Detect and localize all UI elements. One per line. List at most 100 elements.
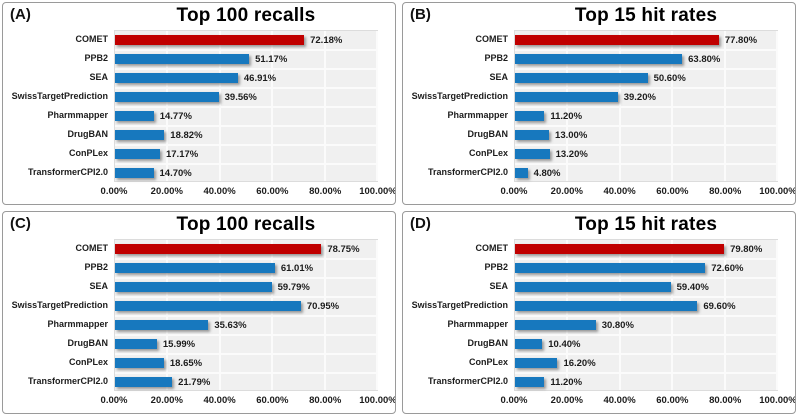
x-tick-label: 80.00%: [309, 186, 342, 197]
bar-row: 46.91%: [115, 69, 377, 88]
x-tick-label: 100.00%: [359, 395, 396, 406]
bar-ppb2: [115, 54, 250, 64]
bar-row: 30.80%: [515, 316, 777, 335]
category-label: SwissTargetPrediction: [411, 300, 508, 310]
x-tick-label: 20.00%: [550, 186, 583, 197]
plot-area: 77.80% 63.80% 50.60% 39.20% 11.20% 13.00% 13.2…: [514, 30, 778, 182]
bar-value-label: 16.20%: [563, 358, 596, 369]
bar-value-label: 13.20%: [555, 149, 588, 160]
bar-row: 13.00%: [515, 126, 777, 145]
category-axis: COMET PPB2 SEA SwissTargetPrediction Pharmma…: [3, 239, 108, 391]
category-label: COMET: [75, 243, 109, 253]
row-separator: [515, 87, 777, 89]
chart-title: Top 100 recalls: [176, 214, 316, 235]
row-separator: [115, 106, 377, 108]
bar-row: 16.20%: [515, 354, 777, 373]
x-tick-label: 0.00%: [500, 395, 528, 406]
category-label: TransformerCPI2.0: [427, 376, 508, 386]
x-tick-label: 0.00%: [100, 395, 128, 406]
bar-row: 72.18%: [115, 31, 377, 50]
category-label: DrugBAN: [67, 338, 109, 348]
chart-panel-c: (C) Top 100 recalls COMET PPB2 SEA SwissTar…: [2, 211, 396, 414]
category-label: ConPLex: [468, 357, 508, 367]
bar-comet: [515, 244, 725, 254]
bar-row: 39.20%: [515, 88, 777, 107]
x-tick-label: 20.00%: [150, 186, 183, 197]
bar-row: 39.56%: [115, 88, 377, 107]
bar-transformercpi2-0: [515, 168, 528, 178]
x-tick-label: 60.00%: [256, 395, 289, 406]
bar-row: 63.80%: [515, 50, 777, 69]
gridline-vertical: [376, 240, 378, 390]
bar-value-label: 78.75%: [327, 244, 360, 255]
bar-ppb2: [115, 263, 275, 273]
bar-conplex: [515, 358, 558, 368]
category-label: PPB2: [484, 53, 508, 63]
bar-row: 72.60%: [515, 259, 777, 278]
gridline-vertical: [776, 31, 778, 181]
category-label: SEA: [89, 72, 108, 82]
category-label: ConPLex: [68, 357, 108, 367]
category-label: SwissTargetPrediction: [411, 91, 508, 101]
bar-sea: [115, 73, 238, 83]
bar-value-label: 63.80%: [688, 54, 721, 65]
row-separator: [115, 125, 377, 127]
category-label: PPB2: [484, 262, 508, 272]
category-label: DrugBAN: [67, 129, 109, 139]
chart-title: Top 15 hit rates: [574, 5, 718, 26]
bar-row: 70.95%: [115, 297, 377, 316]
plot-area: 72.18% 51.17% 46.91% 39.56% 14.77% 18.82% 17.1…: [114, 30, 378, 182]
x-tick-label: 60.00%: [656, 186, 689, 197]
category-axis: COMET PPB2 SEA SwissTargetPrediction Pharmma…: [3, 30, 108, 182]
category-axis: COMET PPB2 SEA SwissTargetPrediction Pharmma…: [403, 30, 508, 182]
bar-row: 15.99%: [115, 335, 377, 354]
bar-row: 13.20%: [515, 145, 777, 164]
bar-value-label: 14.70%: [159, 168, 192, 179]
category-label: Pharmmapper: [47, 319, 108, 329]
row-separator: [115, 296, 377, 298]
chart-panel-a: (A) Top 100 recalls COMET PPB2 SEA SwissTar…: [2, 2, 396, 205]
x-axis: 0.00% 20.00% 40.00% 60.00% 80.00% 100.00%: [101, 186, 395, 198]
bar-pharmmapper: [115, 320, 209, 330]
gridline-vertical: [376, 31, 378, 181]
bar-row: 10.40%: [515, 335, 777, 354]
chart-title: Top 15 hit rates: [574, 214, 718, 235]
category-axis: COMET PPB2 SEA SwissTargetPrediction Pharmma…: [403, 239, 508, 391]
category-label: Pharmmapper: [47, 110, 108, 120]
category-label: COMET: [475, 243, 509, 253]
row-separator: [115, 277, 377, 279]
category-label: SwissTargetPrediction: [11, 91, 108, 101]
bar-conplex: [115, 149, 160, 159]
bar-transformercpi2-0: [115, 377, 173, 387]
bar-value-label: 46.91%: [243, 73, 277, 84]
panel-label: (B): [410, 6, 431, 23]
bar-swisstargetprediction: [115, 301, 301, 311]
row-separator: [515, 68, 777, 70]
x-tick-label: 80.00%: [309, 395, 342, 406]
gridline-vertical: [776, 240, 778, 390]
bar-drugban: [115, 339, 157, 349]
x-tick-label: 20.00%: [550, 395, 583, 406]
row-separator: [515, 163, 777, 165]
category-label: TransformerCPI2.0: [427, 167, 508, 177]
row-separator: [115, 144, 377, 146]
panel-label: (D): [410, 215, 431, 232]
category-label: Pharmmapper: [447, 319, 508, 329]
x-tick-label: 40.00%: [603, 395, 636, 406]
bar-value-label: 59.40%: [676, 282, 709, 293]
bar-value-label: 59.79%: [277, 282, 310, 293]
bar-row: 69.60%: [515, 297, 777, 316]
row-separator: [515, 125, 777, 127]
bar-value-label: 10.40%: [548, 339, 581, 350]
plot-area: 79.80% 72.60% 59.40% 69.60% 30.80% 10.40% 16.2…: [514, 239, 778, 391]
bar-row: 78.75%: [115, 240, 377, 259]
chart-title: Top 100 recalls: [176, 5, 316, 26]
bar-pharmmapper: [515, 111, 545, 121]
plot-area: 78.75% 61.01% 59.79% 70.95% 35.63% 15.99% 18.6…: [114, 239, 378, 391]
bar-value-label: 39.20%: [623, 92, 656, 103]
chart-panel-d: (D) Top 15 hit rates COMET PPB2 SEA SwissTa…: [402, 211, 796, 414]
bar-transformercpi2-0: [115, 168, 154, 178]
category-label: DrugBAN: [467, 129, 509, 139]
x-tick-label: 100.00%: [359, 186, 396, 197]
bar-sea: [515, 282, 671, 292]
